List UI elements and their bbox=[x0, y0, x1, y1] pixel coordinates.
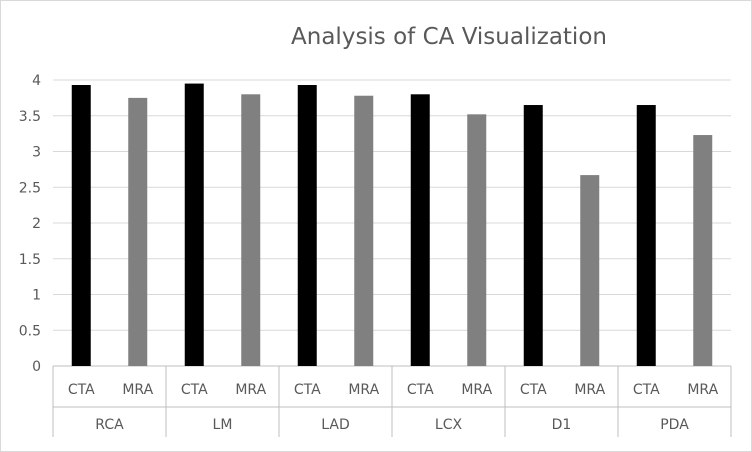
x-tick-label: CTA bbox=[181, 382, 208, 398]
bar-rca-mra bbox=[128, 97, 148, 366]
y-tick-label: 0.5 bbox=[19, 323, 41, 339]
x-tick-label: MRA bbox=[348, 382, 379, 398]
bar-pda-mra bbox=[693, 135, 713, 366]
x-tick-label: CTA bbox=[68, 382, 95, 398]
bar-lm-mra bbox=[241, 94, 261, 367]
x-tick-label: CTA bbox=[520, 382, 547, 398]
x-tick-label: CTA bbox=[633, 382, 660, 398]
bar-d1-mra bbox=[580, 175, 600, 366]
category-label: PDA bbox=[660, 417, 689, 433]
category-label: LCX bbox=[435, 417, 463, 433]
bar-lad-cta bbox=[297, 85, 317, 366]
y-tick-label: 4 bbox=[32, 73, 41, 89]
x-tick-label: MRA bbox=[574, 382, 605, 398]
y-tick-label: 3 bbox=[32, 145, 41, 161]
category-label: LAD bbox=[321, 417, 349, 433]
bars bbox=[71, 83, 713, 367]
bar-lm-cta bbox=[184, 83, 204, 366]
category-label: LM bbox=[213, 417, 233, 433]
y-tick-label: 1 bbox=[32, 288, 41, 304]
category-label: D1 bbox=[552, 417, 572, 433]
x-tick-label: MRA bbox=[461, 382, 492, 398]
y-tick-label: 1.5 bbox=[19, 252, 41, 268]
bar-d1-cta bbox=[523, 105, 543, 367]
bar-lad-mra bbox=[354, 95, 374, 366]
x-tick-label: CTA bbox=[407, 382, 434, 398]
category-axis: CTA MRA RCA CTA MRA LM CTA MRA LAD CTA MRA LCX CTA MR… bbox=[52, 366, 732, 437]
bar-lcx-mra bbox=[467, 114, 487, 366]
gridlines bbox=[53, 79, 731, 367]
value-axis-labels: 0 0.5 1 1.5 2 2.5 3 3.5 4 bbox=[19, 73, 41, 375]
bar-lcx-cta bbox=[410, 94, 430, 367]
y-tick-label: 2 bbox=[32, 216, 41, 232]
bar-rca-cta bbox=[71, 85, 91, 366]
x-tick-label: MRA bbox=[122, 382, 153, 398]
x-tick-label: MRA bbox=[235, 382, 266, 398]
x-tick-label: CTA bbox=[294, 382, 321, 398]
category-label: RCA bbox=[95, 417, 124, 433]
y-tick-label: 0 bbox=[32, 359, 41, 375]
chart-title: Analysis of CA Visualization bbox=[291, 24, 607, 50]
x-tick-label: MRA bbox=[687, 382, 718, 398]
y-tick-label: 3.5 bbox=[19, 109, 41, 125]
y-tick-label: 2.5 bbox=[19, 180, 41, 196]
bar-pda-cta bbox=[636, 105, 656, 367]
